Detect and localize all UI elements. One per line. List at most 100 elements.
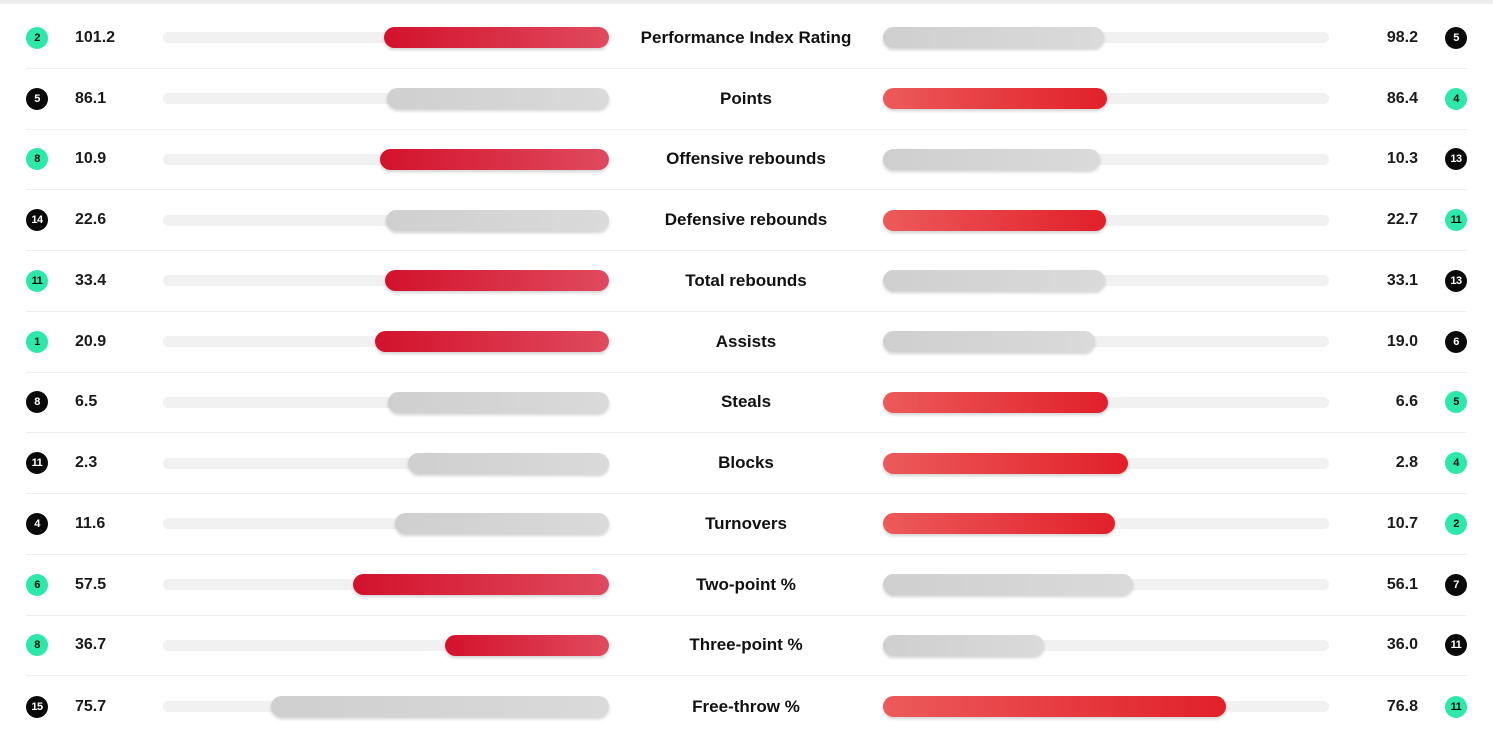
away-bar-track [883,634,1329,656]
stat-label: Two-point % [696,574,796,594]
home-rank-badge: 8 [26,148,48,171]
home-bar-track [163,696,609,718]
home-bar-track [163,452,609,474]
stat-label: Defensive rebounds [664,210,828,230]
away-bar-fill [883,27,1104,49]
home-rank-badge: 8 [26,391,48,414]
away-rank-badge: 4 [1445,452,1467,475]
away-stat-value: 36.0 [1386,636,1418,654]
away-bar-track [883,27,1329,49]
home-bar-fill [380,148,609,170]
home-bar-fill [386,209,609,231]
away-stat-value: 33.1 [1386,271,1418,289]
home-bar-fill [445,634,609,656]
home-bar-track [163,513,609,535]
home-rank-badge: 11 [26,452,48,475]
home-rank-badge: 11 [26,269,48,292]
stat-row: 2 101.2 Performance Index Rating 98.2 5 [26,8,1467,69]
stat-label: Blocks [718,453,774,473]
away-rank-badge: 5 [1445,391,1467,414]
away-bar-track [883,574,1329,596]
away-stat-value: 10.3 [1386,150,1418,168]
home-bar-fill [384,27,609,49]
stat-row: 14 22.6 Defensive rebounds 22.7 11 [26,190,1467,251]
stat-row: 4 11.6 Turnovers 10.7 2 [26,494,1467,555]
away-stat-value: 6.6 [1395,393,1418,411]
home-bar-track [163,88,609,110]
away-bar-fill [883,696,1226,718]
stat-label: Offensive rebounds [666,149,826,169]
home-bar-fill [385,270,609,292]
away-bar-fill [883,148,1100,170]
home-bar-track [163,270,609,292]
home-stat-value: 2.3 [75,454,98,472]
away-rank-badge: 11 [1445,634,1467,657]
away-bar-track [883,88,1329,110]
away-rank-badge: 13 [1445,148,1467,171]
away-rank-badge: 11 [1445,695,1467,718]
home-rank-badge: 1 [26,330,48,353]
stat-row: 8 10.9 Offensive rebounds 10.3 13 [26,130,1467,191]
away-stat-value: 10.7 [1386,514,1418,532]
home-bar-fill [387,88,609,110]
stat-label: Three-point % [689,635,803,655]
home-bar-track [163,27,609,49]
away-rank-badge: 7 [1445,573,1467,596]
away-stat-value: 98.2 [1386,28,1418,46]
stat-row: 11 2.3 Blocks 2.8 4 [26,433,1467,494]
stat-label: Assists [715,331,777,351]
home-bar-fill [375,331,609,353]
stat-row: 8 36.7 Three-point % 36.0 11 [26,616,1467,677]
stat-row: 15 75.7 Free-throw % 76.8 11 [26,676,1467,737]
stat-row: 6 57.5 Two-point % 56.1 7 [26,555,1467,616]
away-bar-track [883,452,1329,474]
home-stat-value: 11.6 [75,514,106,532]
home-stat-value: 75.7 [75,697,107,715]
away-bar-track [883,331,1329,353]
away-bar-track [883,270,1329,292]
away-stat-value: 86.4 [1386,89,1418,107]
home-bar-track [163,634,609,656]
home-bar-fill [271,696,609,718]
away-bar-fill [883,270,1105,292]
home-bar-track [163,391,609,413]
away-bar-fill [883,391,1108,413]
away-stat-value: 76.8 [1386,697,1418,715]
away-rank-badge: 6 [1445,330,1467,353]
home-bar-fill [388,391,609,413]
home-stat-value: 101.2 [75,28,116,46]
stat-row: 11 33.4 Total rebounds 33.1 13 [26,251,1467,312]
away-bar-fill [883,634,1044,656]
home-bar-track [163,574,609,596]
stat-comparison-list: 2 101.2 Performance Index Rating 98.2 5 5 86.1… [26,8,1467,737]
home-rank-badge: 14 [26,209,48,232]
away-bar-track [883,513,1329,535]
stat-label: Performance Index Rating [640,27,852,47]
away-bar-fill [883,452,1128,474]
away-stat-value: 2.8 [1395,454,1418,472]
away-rank-badge: 13 [1445,269,1467,292]
home-stat-value: 22.6 [75,211,107,229]
home-rank-badge: 4 [26,512,48,535]
away-rank-badge: 4 [1445,87,1467,110]
home-rank-badge: 2 [26,26,48,49]
stat-label: Points [720,88,772,108]
away-rank-badge: 2 [1445,512,1467,535]
away-bar-fill [883,331,1095,353]
home-rank-badge: 5 [26,87,48,110]
away-stat-value: 22.7 [1386,211,1418,229]
home-rank-badge: 15 [26,695,48,718]
stat-label: Total rebounds [685,270,807,290]
away-bar-fill [883,513,1115,535]
away-bar-track [883,148,1329,170]
home-stat-value: 6.5 [75,393,98,411]
away-bar-fill [883,88,1107,110]
stat-label: Steals [720,392,772,412]
home-stat-value: 33.4 [75,271,107,289]
home-bar-track [163,209,609,231]
home-bar-track [163,148,609,170]
home-stat-value: 20.9 [75,332,107,350]
away-stat-value: 19.0 [1386,332,1418,350]
home-rank-badge: 8 [26,634,48,657]
